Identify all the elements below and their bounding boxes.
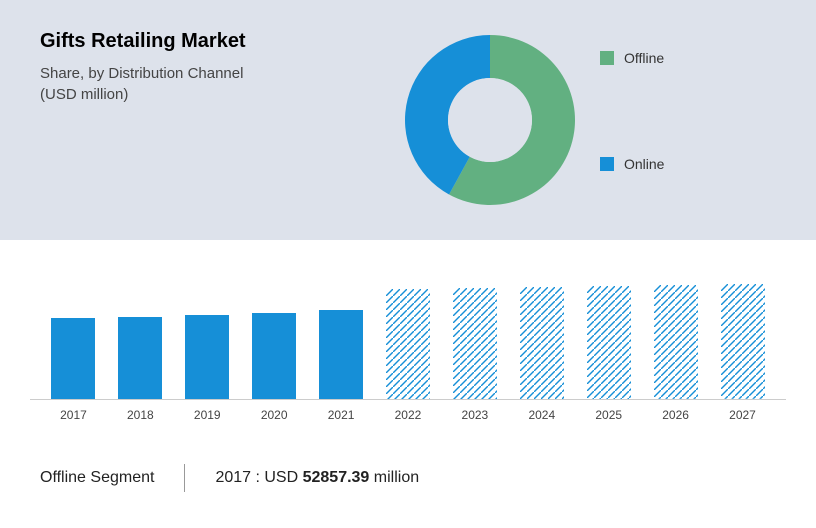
year-label-2017: 2017 (40, 408, 107, 422)
year-label-2020: 2020 (241, 408, 308, 422)
year-label-2027: 2027 (709, 408, 776, 422)
bar-slot (575, 260, 642, 399)
stat-value: 52857.39 (303, 469, 370, 486)
bar-2020 (252, 313, 296, 399)
stat-suffix: million (369, 469, 419, 486)
swatch-online (600, 157, 614, 171)
stat-line: 2017 : USD 52857.39 million (215, 469, 419, 487)
year-label-2024: 2024 (508, 408, 575, 422)
labels-row: 2017201820192020202120222023202420252026… (30, 400, 786, 422)
year-label-2021: 2021 (308, 408, 375, 422)
legend-label-online: Online (624, 156, 664, 172)
footer-divider (184, 464, 185, 492)
chart-subtitle: Share, by Distribution Channel (USD mill… (40, 63, 340, 105)
bar-2026 (654, 285, 698, 399)
legend: Offline Online (600, 50, 664, 262)
bar-slot (709, 260, 776, 399)
segment-label: Offline Segment (40, 469, 154, 487)
year-label-2022: 2022 (375, 408, 442, 422)
bar-slot (107, 260, 174, 399)
stat-year: 2017 (215, 469, 251, 486)
bar-slot (508, 260, 575, 399)
year-label-2025: 2025 (575, 408, 642, 422)
year-label-2023: 2023 (441, 408, 508, 422)
legend-item-offline: Offline (600, 50, 664, 66)
bar-slot (308, 260, 375, 399)
bar-2023 (453, 288, 497, 399)
year-label-2026: 2026 (642, 408, 709, 422)
donut-chart (390, 20, 590, 235)
footer: Offline Segment 2017 : USD 52857.39 mill… (0, 440, 816, 502)
bar-2017 (51, 318, 95, 399)
bar-2024 (520, 287, 564, 399)
bar-slot (174, 260, 241, 399)
bar-panel: 2017201820192020202120222023202420252026… (0, 240, 816, 440)
bar-slot (441, 260, 508, 399)
chart-title: Gifts Retailing Market (40, 30, 340, 53)
bar-2019 (185, 315, 229, 399)
bars-row (30, 260, 786, 400)
bar-slot (642, 260, 709, 399)
bar-2021 (319, 310, 363, 399)
top-panel: Gifts Retailing Market Share, by Distrib… (0, 0, 816, 240)
bar-2025 (587, 286, 631, 399)
year-label-2018: 2018 (107, 408, 174, 422)
bar-2027 (721, 284, 765, 399)
bar-2022 (386, 289, 430, 399)
donut-svg (390, 20, 590, 230)
bar-slot (40, 260, 107, 399)
stat-prefix: : USD (251, 469, 303, 486)
legend-item-online: Online (600, 156, 664, 172)
year-label-2019: 2019 (174, 408, 241, 422)
subtitle-line-2: (USD million) (40, 86, 128, 103)
bar-slot (375, 260, 442, 399)
legend-label-offline: Offline (624, 50, 664, 66)
bar-2018 (118, 317, 162, 399)
bar-chart: 2017201820192020202120222023202420252026… (30, 260, 786, 430)
swatch-offline (600, 51, 614, 65)
bar-slot (241, 260, 308, 399)
title-block: Gifts Retailing Market Share, by Distrib… (40, 30, 340, 220)
subtitle-line-1: Share, by Distribution Channel (40, 65, 243, 82)
